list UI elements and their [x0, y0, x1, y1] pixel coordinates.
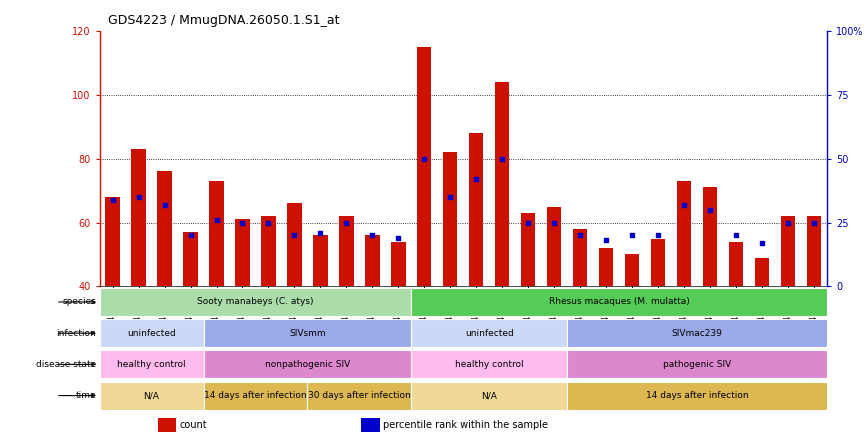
Bar: [100, 288, 411, 316]
Bar: [567, 381, 827, 410]
Point: [132, 194, 145, 201]
Bar: [677, 181, 691, 286]
Bar: [391, 242, 405, 286]
Point: [677, 201, 691, 208]
Text: healthy control: healthy control: [117, 360, 186, 369]
Point: [729, 232, 743, 239]
Bar: [521, 213, 535, 286]
Text: Rhesus macaques (M. mulatta): Rhesus macaques (M. mulatta): [549, 297, 689, 306]
Point: [184, 232, 197, 239]
Point: [365, 232, 379, 239]
Text: SIVmac239: SIVmac239: [672, 329, 722, 338]
Bar: [106, 197, 120, 286]
Bar: [204, 319, 411, 347]
Text: healthy control: healthy control: [455, 360, 524, 369]
Bar: [755, 258, 769, 286]
Point: [495, 155, 509, 163]
Bar: [781, 216, 795, 286]
Bar: [651, 238, 665, 286]
Text: infection: infection: [56, 329, 96, 338]
Bar: [158, 418, 176, 432]
Point: [236, 219, 249, 226]
Bar: [547, 206, 561, 286]
Text: time: time: [75, 391, 96, 400]
Bar: [807, 216, 821, 286]
Point: [521, 219, 535, 226]
Point: [158, 201, 171, 208]
Bar: [411, 319, 567, 347]
Point: [807, 219, 821, 226]
Point: [703, 206, 717, 214]
Bar: [469, 133, 483, 286]
Point: [106, 196, 120, 203]
Bar: [417, 47, 431, 286]
Point: [573, 232, 587, 239]
Text: count: count: [179, 420, 207, 430]
Bar: [184, 232, 197, 286]
Text: 14 days after infection: 14 days after infection: [204, 391, 307, 400]
Bar: [339, 216, 353, 286]
Text: N/A: N/A: [144, 391, 159, 400]
Text: nonpathogenic SIV: nonpathogenic SIV: [265, 360, 350, 369]
Bar: [100, 319, 204, 347]
Bar: [100, 350, 204, 378]
Point: [625, 232, 639, 239]
Text: 30 days after infection: 30 days after infection: [308, 391, 410, 400]
Text: pathogenic SIV: pathogenic SIV: [663, 360, 731, 369]
Point: [313, 229, 327, 236]
Point: [443, 194, 457, 201]
Point: [339, 219, 353, 226]
Point: [288, 232, 301, 239]
Text: 14 days after infection: 14 days after infection: [646, 391, 748, 400]
Point: [781, 219, 795, 226]
Text: uninfected: uninfected: [127, 329, 176, 338]
Text: uninfected: uninfected: [465, 329, 514, 338]
Bar: [158, 171, 171, 286]
Bar: [313, 235, 327, 286]
Bar: [411, 288, 827, 316]
Text: Sooty manabeys (C. atys): Sooty manabeys (C. atys): [197, 297, 313, 306]
Bar: [307, 381, 411, 410]
Bar: [204, 350, 411, 378]
Point: [469, 176, 483, 183]
Bar: [599, 248, 613, 286]
Point: [210, 217, 223, 224]
Text: percentile rank within the sample: percentile rank within the sample: [384, 420, 548, 430]
Text: N/A: N/A: [481, 391, 497, 400]
Bar: [100, 381, 204, 410]
Point: [599, 237, 613, 244]
Bar: [288, 203, 301, 286]
Text: species: species: [62, 297, 96, 306]
Bar: [495, 82, 509, 286]
Bar: [703, 187, 717, 286]
Bar: [210, 181, 223, 286]
Bar: [443, 152, 457, 286]
Point: [417, 155, 431, 163]
Point: [651, 232, 665, 239]
Text: SIVsmm: SIVsmm: [289, 329, 326, 338]
Bar: [132, 149, 145, 286]
Bar: [411, 350, 567, 378]
Bar: [729, 242, 743, 286]
Bar: [573, 229, 587, 286]
Text: GDS4223 / MmugDNA.26050.1.S1_at: GDS4223 / MmugDNA.26050.1.S1_at: [108, 14, 339, 27]
Bar: [236, 219, 249, 286]
Point: [755, 239, 769, 246]
Bar: [361, 418, 379, 432]
Bar: [365, 235, 379, 286]
Point: [262, 219, 275, 226]
Bar: [204, 381, 307, 410]
Bar: [567, 350, 827, 378]
Bar: [262, 216, 275, 286]
Point: [391, 234, 405, 242]
Bar: [411, 381, 567, 410]
Bar: [567, 319, 827, 347]
Bar: [625, 254, 639, 286]
Point: [547, 219, 561, 226]
Text: disease state: disease state: [36, 360, 96, 369]
